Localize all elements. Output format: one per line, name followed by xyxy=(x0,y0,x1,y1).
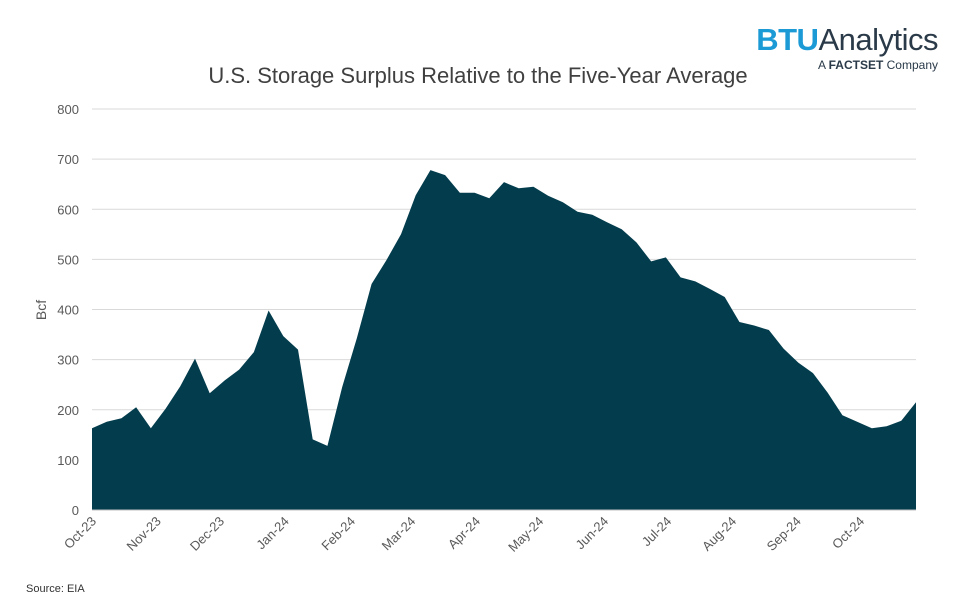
plot-area xyxy=(92,170,916,510)
y-tick-label: 0 xyxy=(72,503,79,518)
x-tick-label: Jul-24 xyxy=(639,514,675,550)
logo-sub-strong: FACTSET xyxy=(828,58,884,72)
x-tick-label: Apr-24 xyxy=(445,514,483,552)
x-tick-label: Oct-24 xyxy=(829,514,867,552)
y-tick-label: 200 xyxy=(57,403,79,418)
y-tick-label: 800 xyxy=(57,102,79,117)
x-tick-label: Jan-24 xyxy=(253,514,292,553)
x-axis: Oct-23 Nov-23 Dec-23 Jan-24 Feb-24 Mar-24 Apr-… xyxy=(61,509,916,555)
logo-sub-prefix: A xyxy=(817,58,826,72)
x-tick-label: Nov-23 xyxy=(124,514,164,554)
logo-analytics: Analytics xyxy=(818,22,938,57)
y-tick-label: 700 xyxy=(57,152,79,167)
x-tick-label: Oct-23 xyxy=(61,514,99,552)
y-tick-label: 600 xyxy=(57,202,79,217)
x-tick-label: Feb-24 xyxy=(318,514,358,554)
logo-btu: BTU xyxy=(756,22,819,57)
source-note: Source: EIA xyxy=(26,583,85,595)
x-tick-label: Jun-24 xyxy=(573,514,612,553)
logo-tagline: A FACTSET Company xyxy=(756,58,938,72)
x-tick-label: Dec-23 xyxy=(187,514,227,554)
x-tick-label: Mar-24 xyxy=(379,514,419,554)
logo-sub-suffix: Company xyxy=(886,58,938,72)
y-axis: 0 100 200 300 400 500 600 700 800 xyxy=(57,102,79,518)
y-tick-label: 100 xyxy=(57,453,79,468)
y-tick-label: 400 xyxy=(57,303,79,318)
y-axis-label: Bcf xyxy=(33,300,49,320)
x-tick-label: May-24 xyxy=(505,514,546,555)
x-tick-label: Aug-24 xyxy=(699,514,739,554)
x-tick-label: Sep-24 xyxy=(764,514,804,554)
logo-wordmark: BTUAnalytics xyxy=(756,24,938,56)
brand-logo: BTUAnalytics A FACTSET Company xyxy=(756,24,938,73)
chart-title: U.S. Storage Surplus Relative to the Fiv… xyxy=(208,63,747,88)
series-area xyxy=(92,170,916,510)
y-tick-label: 500 xyxy=(57,252,79,267)
y-tick-label: 300 xyxy=(57,353,79,368)
